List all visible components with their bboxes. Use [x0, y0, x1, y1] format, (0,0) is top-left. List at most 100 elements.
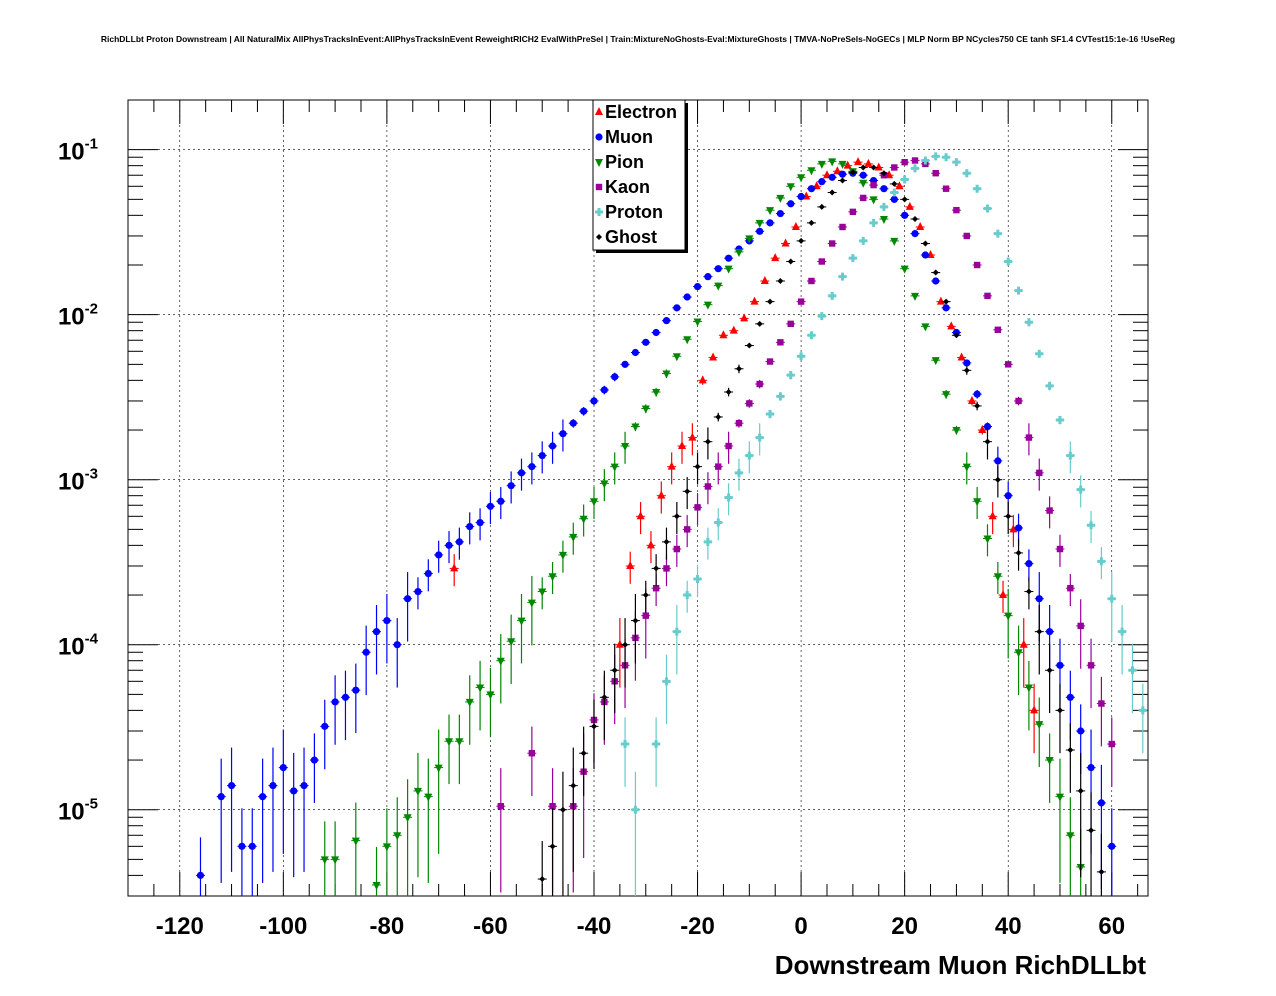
data-point: [626, 560, 635, 569]
data-point: [227, 782, 236, 790]
data-point: [693, 575, 702, 584]
data-point: [818, 203, 825, 210]
data-point: [683, 591, 692, 600]
data-point: [725, 442, 732, 450]
x-tick-label: -60: [473, 913, 508, 940]
data-point: [777, 339, 784, 346]
data-point: [890, 237, 899, 246]
data-point: [704, 438, 711, 445]
data-point: [269, 782, 277, 790]
data-point: [1030, 705, 1039, 714]
data-point: [1019, 639, 1028, 648]
data-point: [828, 240, 836, 247]
data-point: [663, 538, 670, 545]
data-point: [424, 793, 433, 802]
data-point: [860, 164, 867, 171]
x-tick-label: 40: [995, 913, 1022, 940]
data-point: [874, 162, 883, 171]
data-point: [818, 178, 826, 186]
data-point: [864, 158, 873, 167]
data-point: [476, 518, 484, 527]
data-point: [559, 430, 567, 438]
data-point: [611, 373, 619, 381]
data-point: [486, 502, 495, 510]
data-point: [538, 588, 547, 597]
data-point: [1056, 545, 1064, 553]
data-point: [1055, 416, 1064, 425]
data-point: [1128, 666, 1137, 675]
data-point: [797, 298, 805, 305]
data-point: [632, 617, 639, 624]
data-point: [1036, 469, 1043, 477]
data-point: [891, 180, 898, 187]
data-point: [636, 511, 645, 520]
data-point: [839, 223, 846, 231]
x-tick-label: 0: [794, 913, 807, 940]
data-point: [921, 323, 930, 332]
data-point: [569, 419, 577, 427]
y-tick-exponent: -5: [85, 796, 98, 813]
data-point: [756, 380, 763, 388]
data-point: [777, 278, 784, 285]
data-point: [828, 158, 837, 167]
data-point: [807, 167, 816, 176]
data-point: [993, 229, 1002, 238]
legend-marker: [595, 133, 603, 141]
data-point: [320, 856, 329, 865]
data-point: [984, 438, 991, 445]
data-point: [912, 216, 919, 223]
data-point: [755, 219, 764, 228]
data-point: [890, 195, 898, 203]
data-point: [808, 277, 815, 285]
data-point: [1087, 662, 1095, 669]
data-point: [962, 463, 971, 472]
x-tick-label: 20: [891, 913, 918, 940]
data-point: [569, 533, 578, 542]
data-point: [653, 565, 660, 572]
legend-entry-pion: Pion: [595, 152, 644, 172]
data-point: [694, 504, 701, 511]
data-point: [849, 208, 857, 216]
data-point: [652, 740, 661, 749]
data-point: [983, 422, 992, 431]
data-point: [714, 282, 723, 291]
data-point: [372, 628, 381, 636]
data-point: [455, 538, 463, 546]
data-point: [372, 881, 381, 890]
data-point: [715, 413, 722, 420]
data-point: [911, 292, 920, 301]
data-point: [936, 296, 945, 305]
data-point: [755, 433, 764, 442]
data-point: [854, 157, 863, 166]
data-point: [787, 320, 794, 328]
data-point: [957, 352, 966, 361]
data-point: [973, 184, 982, 193]
x-tick-label: -100: [259, 913, 307, 940]
data-point: [496, 657, 505, 666]
legend-marker: [595, 107, 603, 115]
data-point: [539, 876, 546, 883]
legend-label: Pion: [605, 152, 644, 172]
data-point: [1108, 740, 1115, 748]
data-point: [683, 336, 692, 345]
data-point: [290, 787, 298, 795]
data-point: [963, 367, 970, 374]
x-axis-title: Downstream Muon RichDLLbt: [775, 950, 1147, 980]
data-point: [1055, 793, 1064, 802]
data-point: [984, 292, 991, 300]
data-point: [600, 480, 609, 489]
data-point: [528, 463, 536, 471]
data-point: [725, 388, 732, 395]
data-point: [558, 551, 567, 560]
data-point: [1097, 799, 1106, 807]
y-tick-base: 10: [58, 799, 85, 826]
data-point: [1025, 434, 1033, 441]
data-point: [698, 375, 707, 384]
data-point: [704, 483, 712, 490]
data-point: [528, 750, 536, 757]
legend-box: [592, 99, 686, 251]
data-point: [579, 515, 588, 524]
data-point: [196, 871, 205, 879]
data-point: [734, 468, 743, 477]
